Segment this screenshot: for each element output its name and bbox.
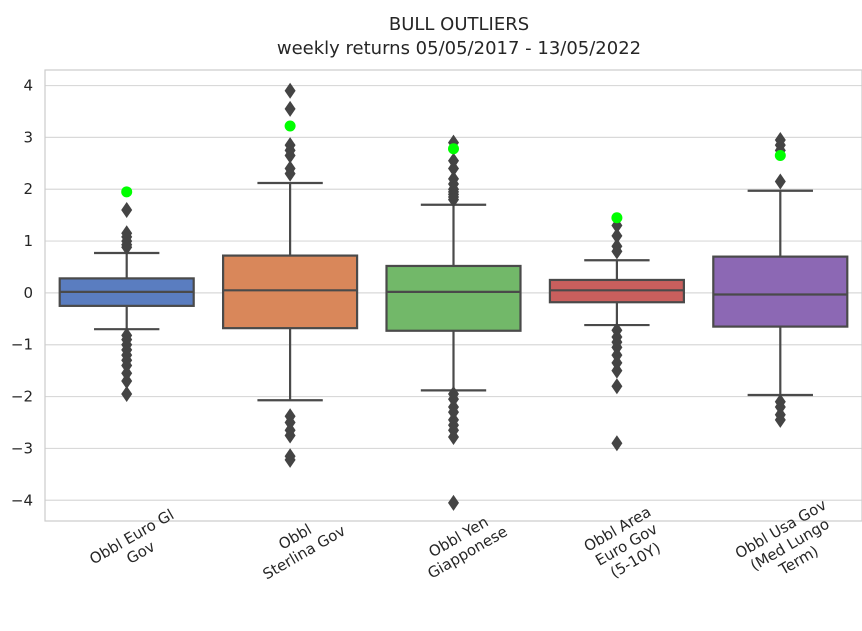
y-tick-label: 1 — [23, 232, 33, 250]
outlier-point — [611, 378, 623, 395]
outlier-point — [448, 160, 459, 177]
box-iqr — [222, 254, 359, 330]
outlier-point — [448, 494, 459, 511]
y-tick-label: −1 — [11, 336, 33, 354]
y-tick-label: −4 — [11, 491, 33, 509]
outlier-point — [121, 239, 133, 256]
outlier-point — [121, 373, 133, 390]
outlier-point — [611, 243, 623, 260]
outlier-point — [611, 435, 623, 452]
outlier-point — [611, 227, 623, 244]
outlier-point — [774, 411, 786, 428]
outlier-point — [121, 201, 133, 218]
outlier-point — [284, 82, 296, 99]
y-tick-label: −2 — [11, 388, 33, 406]
plot-frame — [44, 69, 862, 522]
highlight-point — [448, 143, 459, 155]
y-tick-label: 2 — [23, 180, 33, 198]
y-tick-label: 3 — [23, 128, 33, 146]
outlier-point — [774, 173, 786, 190]
highlight-point — [121, 186, 133, 198]
highlight-point — [611, 212, 623, 224]
outlier-point — [284, 451, 296, 468]
highlight-point — [284, 120, 296, 132]
outlier-point — [448, 429, 459, 446]
chart-title: BULL OUTLIERS — [389, 14, 529, 35]
box-iqr — [712, 255, 849, 328]
chart-subtitle: weekly returns 05/05/2017 - 13/05/2022 — [277, 38, 641, 59]
outlier-point — [611, 362, 623, 379]
y-tick-label: 4 — [23, 77, 33, 95]
outlier-point — [284, 147, 296, 164]
highlight-point — [774, 150, 786, 162]
outlier-point — [284, 165, 296, 182]
y-tick-label: 0 — [23, 284, 33, 302]
box-iqr — [385, 264, 522, 332]
y-tick-label: −3 — [11, 439, 33, 457]
outlier-point — [284, 427, 296, 444]
outlier-point — [121, 385, 133, 402]
outlier-point — [284, 100, 296, 117]
outlier-point — [448, 191, 459, 208]
